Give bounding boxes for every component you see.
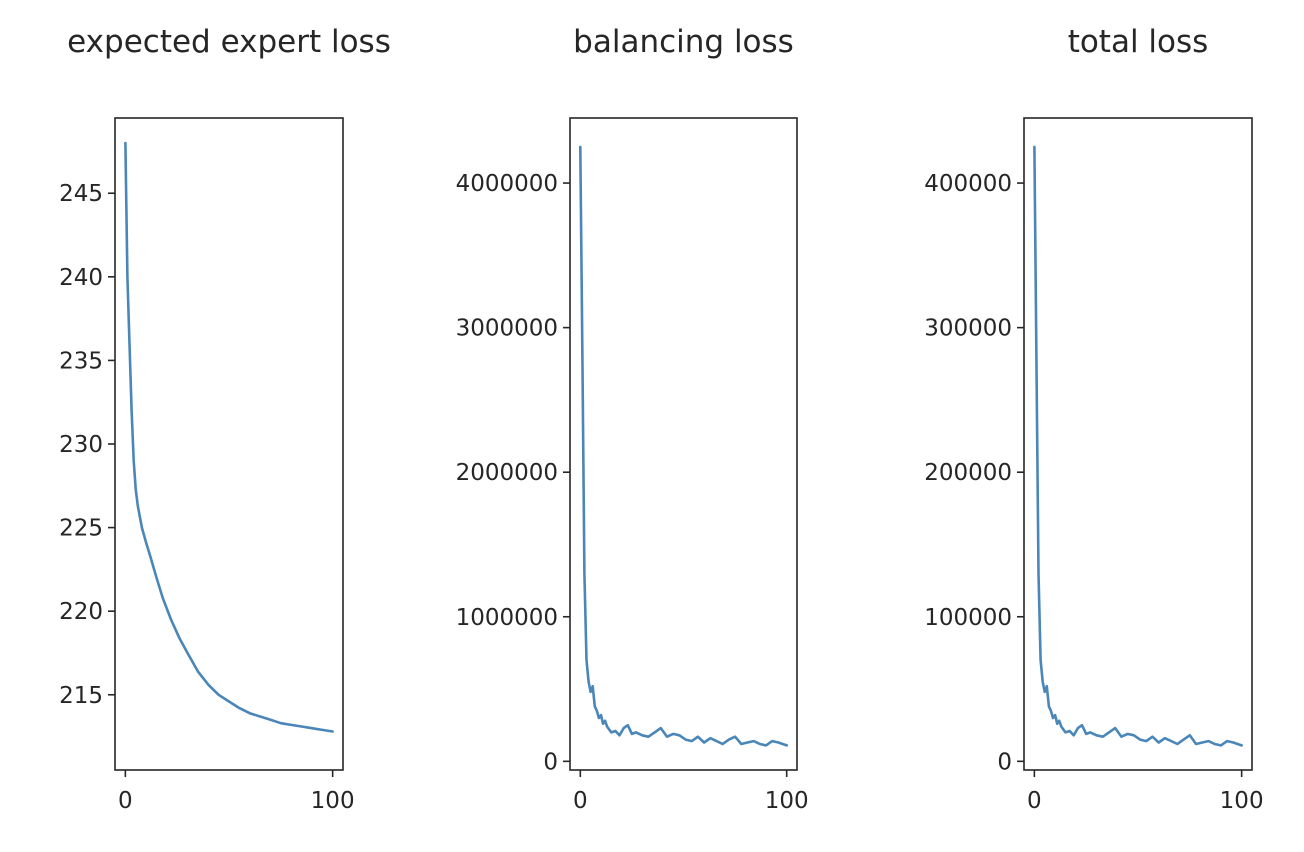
y-tick-label: 240 xyxy=(59,265,103,291)
y-tick-label: 235 xyxy=(59,348,103,374)
series-line xyxy=(1033,145,1243,747)
y-tick-label: 3000000 xyxy=(456,316,558,342)
y-tick-label: 0 xyxy=(997,749,1012,775)
x-tick-label: 100 xyxy=(765,788,809,814)
y-tick-label: 2000000 xyxy=(456,460,558,486)
y-tick-label: 100000 xyxy=(924,605,1012,631)
y-tick-label: 1000000 xyxy=(456,605,558,631)
x-tick-label: 0 xyxy=(573,788,588,814)
y-tick-label: 0 xyxy=(543,749,558,775)
subplot-total-loss: total loss 0 100 0 100000 200000 300000 400000 xyxy=(924,24,1263,814)
chart-title: balancing loss xyxy=(573,24,794,60)
x-tick-label: 100 xyxy=(311,788,355,814)
subplot-expected-expert-loss: expected expert loss 0 100 215 220 225 230 235 2… xyxy=(59,24,391,814)
y-tick-label: 220 xyxy=(59,599,103,625)
chart-title: total loss xyxy=(1068,24,1209,60)
y-tick-label: 215 xyxy=(59,683,103,709)
y-tick-label: 225 xyxy=(59,516,103,542)
y-tick-label: 230 xyxy=(59,432,103,458)
subplot-balancing-loss: balancing loss 0 100 0 1000000 2000000 3000000… xyxy=(456,24,809,814)
axes-frame xyxy=(114,117,344,771)
chart-title: expected expert loss xyxy=(67,24,391,60)
series-line xyxy=(124,141,334,733)
y-tick-label: 400000 xyxy=(924,171,1012,197)
y-tick-label: 300000 xyxy=(924,316,1012,342)
axes-frame xyxy=(569,117,798,771)
y-tick-label: 200000 xyxy=(924,460,1012,486)
y-tick-label: 4000000 xyxy=(456,171,558,197)
series-line xyxy=(578,145,789,747)
x-tick-label: 0 xyxy=(1027,788,1042,814)
axes-frame xyxy=(1023,117,1253,771)
y-tick-label: 245 xyxy=(59,181,103,207)
x-tick-label: 100 xyxy=(1220,788,1264,814)
x-tick-label: 0 xyxy=(118,788,133,814)
